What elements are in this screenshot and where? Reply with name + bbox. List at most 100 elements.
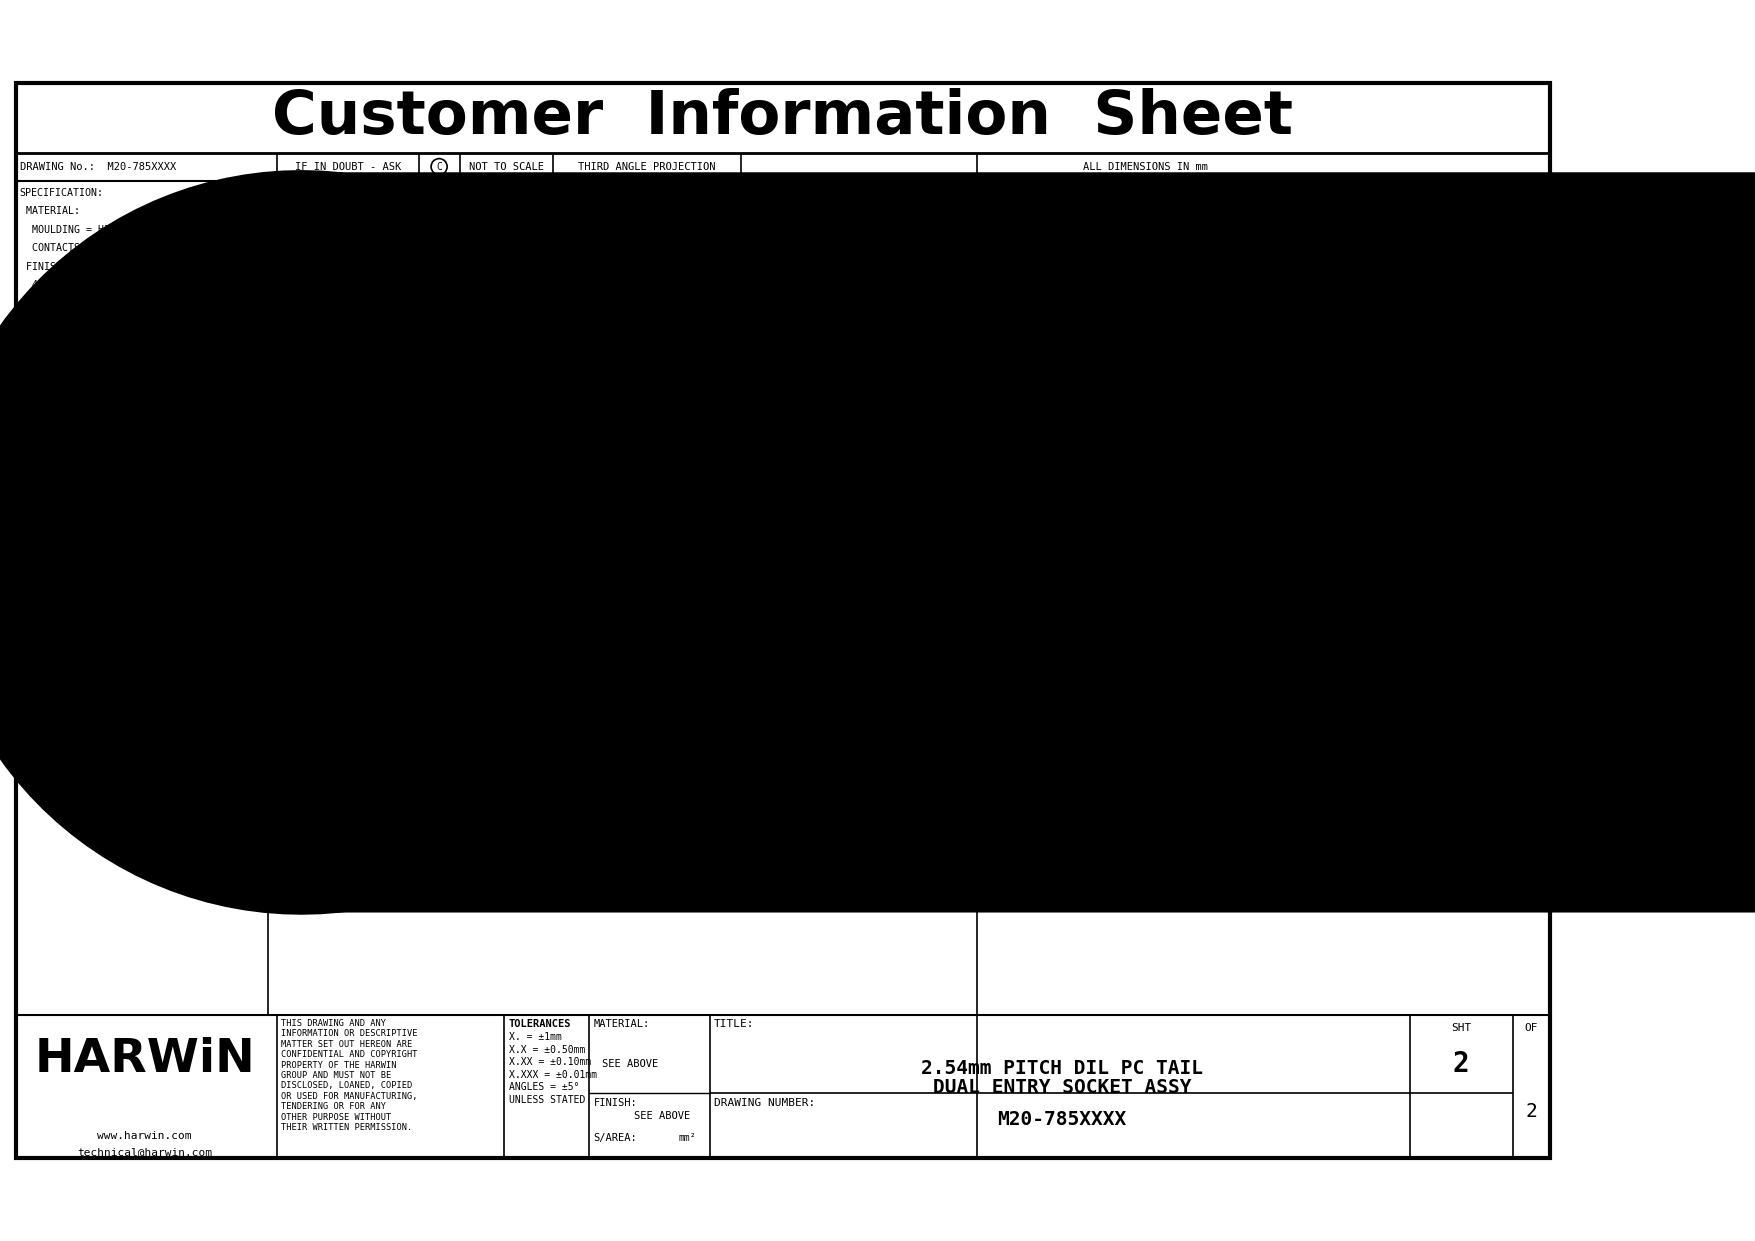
Text: FINISH (OVER NICKEL):: FINISH (OVER NICKEL):: [19, 262, 151, 272]
Bar: [837, 480, 862, 506]
Bar: [904, 410, 928, 434]
Text: DRAWN:     J. EVANS: DRAWN: J. EVANS: [981, 753, 1100, 763]
Text: THIS DRAWING AND ANY
INFORMATION OR DESCRIPTIVE
MATTER SET OUT HEREON ARE
CONFID: THIS DRAWING AND ANY INFORMATION OR DESC…: [281, 1019, 418, 1132]
Text: ALL DIMENSIONS IN mm: ALL DIMENSIONS IN mm: [1083, 161, 1207, 171]
Text: NOT TO SCALE: NOT TO SCALE: [469, 161, 544, 171]
Text: 2.54 x (No. CONTACTS: 2.54 x (No. CONTACTS: [974, 400, 1100, 410]
Bar: [428, 402, 469, 442]
Text: SPECIFICATION:: SPECIFICATION:: [19, 189, 104, 199]
Text: ±0.20: ±0.20: [598, 349, 630, 359]
Text: 12.12.16: 12.12.16: [1102, 661, 1151, 671]
Bar: [828, 402, 870, 442]
Text: FINISH:: FINISH:: [988, 288, 1035, 298]
Text: HARWiN: HARWiN: [33, 1036, 254, 1082]
Text: SEE ABOVE: SEE ABOVE: [602, 1059, 658, 1070]
Text: DURABILITY = 100 CYCLES MIN: DURABILITY = 100 CYCLES MIN: [19, 426, 193, 436]
Bar: [897, 402, 937, 442]
Text: ASSEMBLY ORG:: ASSEMBLY ORG:: [981, 814, 1064, 824]
Text: CURRENT RATING = 3A: CURRENT RATING = 3A: [19, 334, 146, 345]
Text: ANGLES = ±5°: ANGLES = ±5°: [509, 1082, 579, 1092]
Text: PART SECTION: PART SECTION: [634, 566, 714, 577]
Bar: [904, 480, 928, 506]
Text: Ø 1.20: Ø 1.20: [1299, 366, 1336, 376]
Text: TYP: TYP: [1106, 566, 1125, 576]
Bar: [562, 402, 602, 442]
Text: C: C: [437, 161, 442, 171]
Text: DATE: DATE: [1114, 683, 1139, 692]
Text: APPROVED:  M.PERREN: APPROVED: M.PERREN: [981, 704, 1100, 714]
Text: 13421: 13421: [1243, 661, 1274, 671]
Bar: [695, 402, 737, 442]
Bar: [770, 410, 795, 434]
Text: TUBE: TUBE: [19, 536, 56, 546]
Text: 2.54mm PITCH DIL PC TAIL: 2.54mm PITCH DIL PC TAIL: [921, 1059, 1204, 1077]
Text: X: X: [956, 490, 965, 505]
Text: 2: 2: [1525, 1102, 1537, 1121]
Text: X.X = ±0.50mm: X.X = ±0.50mm: [509, 1045, 584, 1055]
Text: FOR COMPLETE SPECIFICATION, SEE COMPONENT: FOR COMPLETE SPECIFICATION, SEE COMPONEN…: [19, 553, 265, 563]
Text: C/NOTE: C/NOTE: [1239, 683, 1278, 692]
Text: X. = ±1mm: X. = ±1mm: [509, 1033, 562, 1042]
Text: X-X: X-X: [651, 580, 672, 589]
Text: VOLTAGE RATING = 500V AC: VOLTAGE RATING = 500V AC: [19, 352, 176, 362]
Text: 46 = 100% ALL OVER TIN: 46 = 100% ALL OVER TIN: [19, 298, 163, 308]
Bar: [302, 410, 326, 434]
Bar: [428, 474, 469, 513]
Bar: [569, 410, 595, 434]
Bar: [495, 402, 535, 442]
Text: CONTACT RESISTANCE = 20mΩ MAX: CONTACT RESISTANCE = 20mΩ MAX: [19, 371, 205, 381]
Text: technical@harwin.com: technical@harwin.com: [77, 1147, 212, 1157]
Bar: [302, 480, 326, 506]
Text: TYP: TYP: [1313, 377, 1330, 387]
Text: 21 to 29, 31 to 40: 21 to 29, 31 to 40: [518, 278, 727, 298]
Bar: [628, 474, 669, 513]
Text: 46 - 100% TIN: 46 - 100% TIN: [1000, 319, 1081, 329]
Text: TEMPERATURE RANGE = -40°C TO +105°C: TEMPERATURE RANGE = -40°C TO +105°C: [19, 499, 242, 509]
Text: Ø1.00 TYP: Ø1.00 TYP: [1146, 573, 1204, 583]
Text: No. of Contacts per Row:: No. of Contacts per Row:: [476, 251, 769, 272]
Text: 7.62±0.25: 7.62±0.25: [123, 761, 179, 771]
Text: CHECKED:   S.BENNETT: CHECKED: S.BENNETT: [981, 728, 1107, 738]
Bar: [828, 474, 870, 513]
Bar: [495, 474, 535, 513]
Text: DRAWING No.:  M20-785XXXX: DRAWING No.: M20-785XXXX: [19, 161, 176, 171]
Text: (2.54 x No. OF CONTACTS) + 0.50 ±0.30: (2.54 x No. OF CONTACTS) + 0.50 ±0.30: [500, 305, 730, 315]
Bar: [897, 474, 937, 513]
Text: 42 = GOLD ON CONTACT AREA, 100% TIN ON TAILS: 42 = GOLD ON CONTACT AREA, 100% TIN ON T…: [19, 279, 295, 289]
Text: 2.54 TYP: 2.54 TYP: [239, 748, 290, 758]
Text: 0.25±0.03: 0.25±0.03: [25, 736, 81, 746]
Bar: [502, 410, 528, 434]
Text: ISS.: ISS.: [1034, 683, 1058, 692]
Bar: [762, 474, 804, 513]
Text: (TOLERANCE = ±0.05): (TOLERANCE = ±0.05): [1204, 356, 1323, 367]
Text: 02 - 40: 02 - 40: [995, 271, 1039, 280]
Text: CUSTOMER REF.:: CUSTOMER REF.:: [981, 778, 1069, 788]
Bar: [293, 402, 335, 442]
Text: OBSOLETE: OBSOLETE: [516, 213, 728, 247]
Text: THIRD ANGLE PROJECTION: THIRD ANGLE PROJECTION: [579, 161, 716, 171]
Bar: [369, 480, 393, 506]
Bar: [90, 576, 214, 710]
Text: INSULATION RESISTANCE = 1000MΩ MIN: INSULATION RESISTANCE = 1000MΩ MIN: [19, 390, 235, 400]
Bar: [281, 395, 946, 537]
Text: MATERIAL:: MATERIAL:: [19, 206, 79, 216]
Text: 9: 9: [1042, 661, 1049, 671]
Text: INSERTION FORCE = 2.0N MAX: INSERTION FORCE = 2.0N MAX: [19, 444, 188, 454]
Text: SEE ABOVE: SEE ABOVE: [634, 1111, 690, 1121]
Bar: [435, 480, 460, 506]
Text: 2.54±0.05: 2.54±0.05: [167, 426, 223, 436]
Bar: [704, 410, 728, 434]
Text: ORDER CODE:: ORDER CODE:: [988, 197, 1062, 207]
Text: WITHDRAWAL FORCE = 0.3N MAX: WITHDRAWAL FORCE = 0.3N MAX: [19, 463, 193, 473]
Text: 5.20±0.15: 5.20±0.15: [14, 638, 70, 648]
Text: No. OF CONTACTS PER ROW: No. OF CONTACTS PER ROW: [988, 252, 1132, 262]
Text: 7.62: 7.62: [1314, 472, 1339, 482]
Text: 3.00±0.25: 3.00±0.25: [228, 656, 284, 666]
Text: 0.70±0.05 TYP: 0.70±0.05 TYP: [706, 748, 786, 758]
Text: TYP: TYP: [1314, 417, 1334, 427]
Text: RECOMMENDED PCB LAYOUT: RECOMMENDED PCB LAYOUT: [1190, 344, 1337, 354]
Text: SHT: SHT: [1451, 1024, 1471, 1034]
Text: TOLERANCES: TOLERANCES: [509, 1019, 570, 1029]
Bar: [360, 474, 402, 513]
Text: PER ROW - 1): PER ROW - 1): [974, 413, 1049, 423]
